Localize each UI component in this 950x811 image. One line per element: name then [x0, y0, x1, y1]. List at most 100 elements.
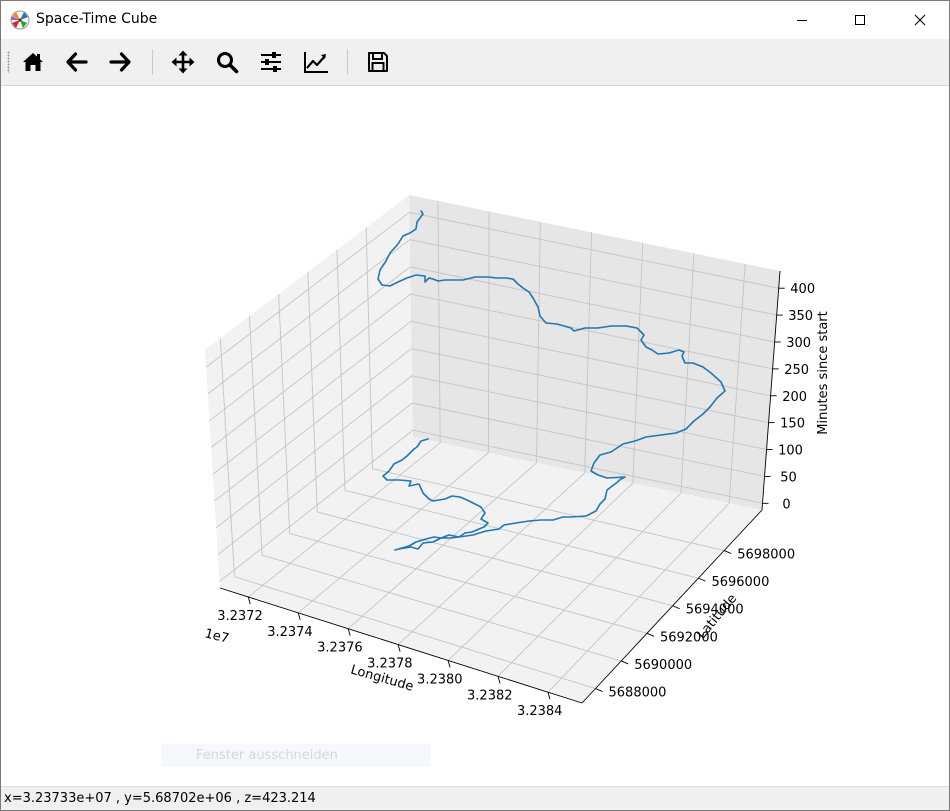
left-pane [205, 195, 413, 588]
grid-line [487, 211, 490, 453]
x-tick-label: 3.2376 [317, 641, 363, 656]
z-tick-label: 350 [788, 309, 813, 324]
y-tick-label: 5690000 [634, 658, 692, 673]
cursor-coordinates: x=3.23733e+07 , y=5.68702e+06 , z=423.21… [4, 791, 316, 806]
grid-line [336, 249, 346, 491]
trajectory-line [377, 210, 726, 551]
z-axis-label: Minutes since start [816, 311, 831, 435]
y-tick-label: 5698000 [737, 548, 795, 563]
navigation-toolbar [1, 39, 949, 86]
minimize-icon [797, 20, 807, 21]
grid-line [217, 402, 413, 555]
home-icon [23, 53, 43, 71]
save-button[interactable] [361, 44, 395, 80]
grid-line [410, 266, 775, 343]
grid-line [234, 576, 596, 689]
grid-line [680, 253, 695, 494]
x-offset-label: 1e7 [203, 626, 230, 646]
zoom-button[interactable] [210, 44, 244, 80]
pan-button[interactable] [166, 44, 200, 80]
y-tick-label: 5696000 [711, 575, 769, 590]
grid-line [728, 263, 746, 504]
grid-line [278, 294, 291, 534]
z-tick-label: 200 [782, 390, 807, 405]
back-button[interactable] [60, 44, 94, 80]
axes-panes [205, 195, 780, 703]
grid-line [437, 200, 441, 443]
plot-canvas[interactable]: 3.2372 3.2374 3.2376 3.2378 3.2380 3.2382 3.23… [1, 86, 949, 786]
back-arrow-icon [66, 52, 88, 72]
grid-line [412, 402, 765, 477]
x-tick-label: 3.2374 [267, 625, 313, 640]
x-tick [497, 676, 501, 684]
status-bar: x=3.23733e+07 , y=5.68702e+06 , z=423.21… [1, 786, 949, 810]
grid-line [219, 429, 414, 582]
grid-line [209, 266, 411, 422]
back-pane [409, 195, 780, 510]
y-tick [672, 605, 680, 610]
matplotlib-logo-icon [10, 10, 30, 30]
z-tick-labels: 0 50 100 150 200 250 300 350 400 [778, 282, 815, 512]
grid-line [219, 338, 235, 577]
x-tick [397, 644, 401, 652]
grid-line [632, 242, 644, 484]
grid-line [297, 452, 489, 614]
z-axis-line [761, 270, 781, 511]
grid-line [547, 502, 730, 693]
grid-line [261, 554, 622, 662]
close-button[interactable] [897, 1, 943, 39]
sliders-icon [261, 52, 281, 72]
line-chart-icon [304, 52, 328, 73]
grid-line [365, 227, 373, 469]
edit-axes-button[interactable] [299, 44, 333, 80]
x-tick [547, 692, 551, 700]
grid-line [210, 293, 411, 448]
grid-line [215, 375, 413, 529]
z-tick-label: 150 [780, 417, 805, 432]
configure-subplots-button[interactable] [254, 44, 288, 80]
grid-line [247, 442, 441, 598]
grid-line [249, 316, 263, 556]
toolbar-separator [152, 49, 153, 75]
move-icon [171, 50, 195, 74]
window-title: Space-Time Cube [36, 11, 158, 27]
x-tick-labels: 3.2372 3.2374 3.2376 3.2378 3.2380 3.2382 3.23… [217, 609, 562, 719]
z-tick-label: 50 [780, 470, 797, 485]
x-tick-label: 3.2382 [467, 688, 513, 703]
grid-line [409, 239, 777, 316]
grid-line [205, 212, 410, 368]
z-tick-label: 100 [778, 444, 803, 459]
x-tick [247, 596, 251, 605]
grid-line [307, 271, 318, 512]
x-tick [297, 612, 301, 620]
toolbar-grip[interactable] [7, 51, 10, 73]
z-tick-label: 300 [786, 336, 811, 351]
floppy-disk-icon [368, 52, 388, 72]
x-tick-label: 3.2372 [217, 609, 263, 624]
home-button[interactable] [16, 44, 50, 80]
title-bar[interactable]: Space-Time Cube [1, 1, 949, 39]
grid-line [409, 211, 779, 289]
grid-line [207, 239, 411, 395]
z-tick-label: 250 [784, 363, 809, 378]
forward-button[interactable] [103, 44, 137, 80]
grid-line [411, 375, 767, 450]
grid-line [289, 533, 648, 634]
minimize-button[interactable] [779, 1, 825, 39]
floor-pane [220, 437, 762, 703]
grid-line [317, 511, 673, 607]
y-tick [646, 632, 655, 637]
maximize-button[interactable] [837, 1, 883, 39]
y-tick [698, 577, 706, 582]
x-tick [447, 660, 451, 668]
grid-line [536, 221, 541, 463]
grid-line [397, 472, 586, 645]
y-axis-line [581, 509, 763, 704]
y-tick-label: 5692000 [660, 630, 718, 645]
z-tick-label: 0 [782, 497, 790, 512]
x-axis-line [219, 587, 583, 704]
close-icon [914, 14, 926, 26]
tick-marks [219, 270, 785, 704]
grid-line [410, 293, 773, 370]
